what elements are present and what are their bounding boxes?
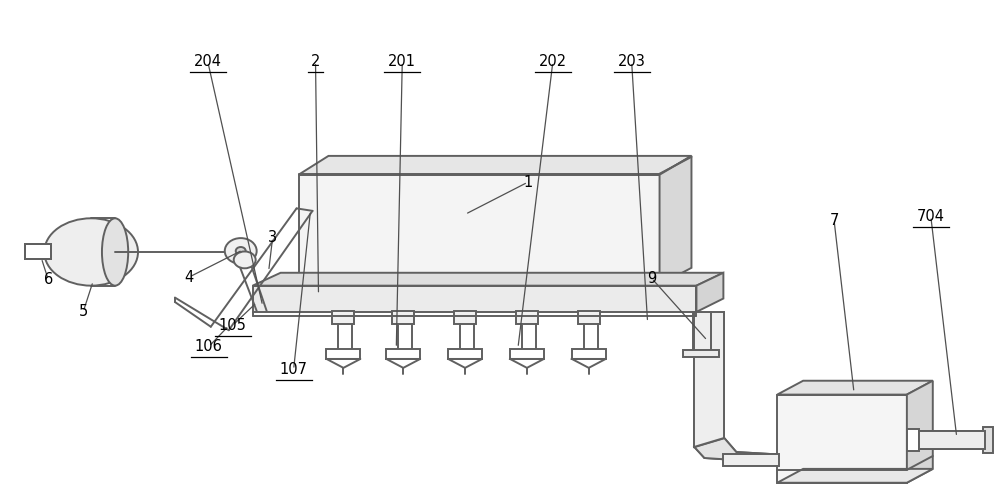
Polygon shape (777, 381, 933, 394)
Bar (683, 350, 719, 357)
Bar (983, 427, 993, 453)
Bar (332, 311, 354, 324)
Bar (510, 349, 544, 359)
Text: 704: 704 (917, 209, 945, 224)
Polygon shape (299, 156, 691, 175)
Bar (454, 311, 476, 324)
Polygon shape (253, 273, 723, 286)
Polygon shape (694, 312, 724, 447)
Text: 5: 5 (79, 304, 88, 319)
Text: 2: 2 (311, 54, 320, 69)
Text: 1: 1 (523, 175, 533, 190)
Bar (777, 394, 907, 483)
Polygon shape (749, 455, 779, 461)
Text: 201: 201 (388, 54, 416, 69)
Bar (723, 454, 779, 466)
Ellipse shape (236, 247, 246, 255)
Bar (253, 286, 696, 312)
Polygon shape (919, 431, 985, 449)
Bar (392, 311, 414, 324)
Polygon shape (694, 438, 779, 461)
Polygon shape (777, 469, 933, 483)
Polygon shape (660, 156, 691, 285)
Text: 3: 3 (268, 230, 277, 245)
Bar (907, 429, 919, 451)
Text: 9: 9 (647, 271, 656, 286)
Text: 105: 105 (219, 318, 247, 333)
Polygon shape (907, 381, 933, 483)
Bar (299, 175, 660, 285)
Text: 203: 203 (618, 54, 646, 69)
Ellipse shape (102, 218, 128, 286)
Text: 4: 4 (184, 270, 193, 285)
Ellipse shape (234, 251, 256, 268)
Text: 202: 202 (539, 54, 567, 69)
Bar (326, 349, 360, 359)
Bar (578, 311, 600, 324)
Ellipse shape (225, 238, 257, 264)
Text: 204: 204 (194, 54, 222, 69)
Bar (572, 349, 606, 359)
Text: 106: 106 (195, 339, 223, 354)
Text: 7: 7 (829, 213, 839, 228)
Ellipse shape (44, 218, 138, 286)
Bar (516, 311, 538, 324)
Bar (25, 244, 51, 259)
Polygon shape (696, 273, 723, 312)
Bar (386, 349, 420, 359)
Text: 107: 107 (280, 363, 308, 377)
Bar (448, 349, 482, 359)
Text: 6: 6 (44, 272, 53, 287)
